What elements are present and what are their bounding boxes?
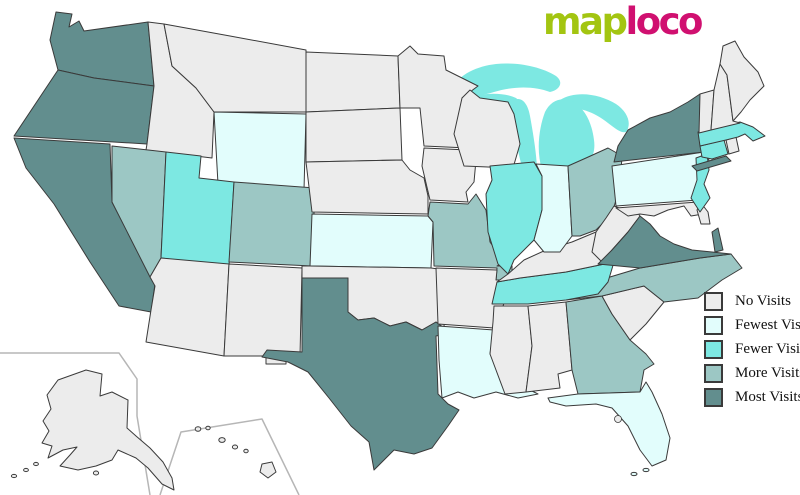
- state-california: [13, 137, 156, 313]
- hawaii-inset-border: [159, 418, 300, 495]
- state-south-dakota: [305, 107, 403, 163]
- florida-bay-detail: [614, 415, 622, 423]
- legend-item-no-visits: No Visits: [704, 292, 800, 311]
- state-montana: [163, 23, 307, 113]
- state-nebraska: [305, 159, 429, 215]
- state-new-mexico: [223, 263, 303, 365]
- legend-label: No Visits: [735, 293, 791, 309]
- state-florida: [547, 381, 671, 477]
- logo-loco: loco: [625, 0, 704, 43]
- state-north-dakota: [305, 51, 401, 113]
- legend-swatch-no-visits: [704, 292, 723, 311]
- legend-item-fewest-visits: Fewest Visits: [704, 316, 800, 335]
- maploco-logo[interactable]: maploco: [543, 0, 704, 43]
- state-virginia: [597, 215, 732, 269]
- legend-item-more-visits: More Visits: [704, 364, 800, 383]
- legend-label: Most Visits: [735, 389, 800, 405]
- state-north-carolina: [565, 253, 743, 303]
- state-hawaii: [194, 425, 277, 479]
- lake-huron: [560, 94, 629, 133]
- legend-item-fewer-visits: Fewer Visits: [704, 340, 800, 359]
- map-legend: No Visits Fewest Visits Fewer Visits Mor…: [704, 292, 800, 412]
- legend-label: Fewest Visits: [735, 317, 800, 333]
- state-wisconsin: [453, 89, 521, 169]
- state-maine: [719, 40, 765, 122]
- legend-swatch-more-visits: [704, 364, 723, 383]
- state-arizona: [145, 257, 230, 357]
- legend-swatch-most-visits: [704, 388, 723, 407]
- state-massachusetts: [697, 121, 766, 147]
- state-colorado: [228, 181, 316, 267]
- legend-item-most-visits: Most Visits: [704, 388, 800, 407]
- state-texas: [261, 277, 460, 471]
- state-missouri: [427, 193, 513, 281]
- legend-swatch-fewer-visits: [704, 340, 723, 359]
- state-kansas: [309, 213, 434, 269]
- legend-label: More Visits: [735, 365, 800, 381]
- legend-label: Fewer Visits: [735, 341, 800, 357]
- state-alaska: [10, 369, 175, 491]
- legend-swatch-fewest-visits: [704, 316, 723, 335]
- logo-map: map: [543, 0, 628, 43]
- lake-michigan: [511, 98, 537, 183]
- state-alabama: [525, 301, 573, 393]
- state-wyoming: [213, 111, 307, 191]
- lake-superior: [452, 63, 561, 96]
